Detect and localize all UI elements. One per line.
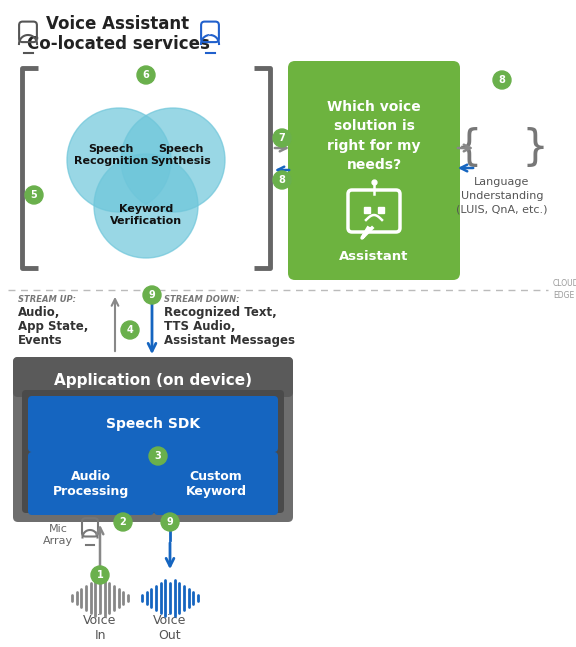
Circle shape — [149, 447, 167, 465]
Circle shape — [273, 129, 291, 147]
Circle shape — [121, 321, 139, 339]
FancyBboxPatch shape — [28, 452, 154, 515]
Text: {   }: { } — [456, 127, 548, 169]
Text: 7: 7 — [279, 133, 285, 143]
Text: 1: 1 — [97, 570, 103, 580]
Text: Mic
Array: Mic Array — [43, 524, 73, 546]
Text: Audio,: Audio, — [18, 306, 60, 319]
FancyBboxPatch shape — [22, 390, 284, 513]
Text: Voice Assistant: Voice Assistant — [47, 15, 190, 33]
Text: Which voice
solution is
right for my
needs?: Which voice solution is right for my nee… — [327, 100, 421, 172]
FancyBboxPatch shape — [13, 357, 293, 397]
Circle shape — [143, 286, 161, 304]
Text: CLOUD: CLOUD — [553, 280, 576, 289]
Circle shape — [91, 566, 109, 584]
Text: Speech SDK: Speech SDK — [106, 417, 200, 431]
FancyBboxPatch shape — [28, 396, 278, 452]
Text: Voice
In: Voice In — [84, 614, 117, 642]
Text: STREAM DOWN:: STREAM DOWN: — [164, 295, 240, 304]
FancyBboxPatch shape — [154, 452, 278, 515]
FancyBboxPatch shape — [288, 61, 460, 280]
Text: Voice
Out: Voice Out — [153, 614, 187, 642]
Circle shape — [121, 108, 225, 212]
Text: Application (on device): Application (on device) — [54, 373, 252, 388]
Polygon shape — [362, 228, 372, 238]
Text: Recognized Text,: Recognized Text, — [164, 306, 276, 319]
Text: 9: 9 — [166, 517, 173, 527]
Text: TTS Audio,: TTS Audio, — [164, 320, 236, 333]
Text: App State,: App State, — [18, 320, 88, 333]
Text: Audio
Processing: Audio Processing — [53, 470, 129, 498]
Circle shape — [25, 186, 43, 204]
Text: Speech
Synthesis: Speech Synthesis — [151, 144, 211, 166]
Circle shape — [94, 154, 198, 258]
Text: 3: 3 — [154, 451, 161, 461]
Text: Assistant Messages: Assistant Messages — [164, 334, 295, 347]
Circle shape — [114, 513, 132, 531]
FancyBboxPatch shape — [13, 357, 293, 522]
Text: 9: 9 — [149, 290, 156, 300]
Text: Assistant: Assistant — [339, 250, 409, 263]
Text: STREAM UP:: STREAM UP: — [18, 295, 76, 304]
Text: Speech
Recognition: Speech Recognition — [74, 144, 148, 166]
Circle shape — [67, 108, 171, 212]
Text: Custom
Keyword: Custom Keyword — [185, 470, 247, 498]
Circle shape — [273, 171, 291, 189]
Text: 8: 8 — [499, 75, 505, 85]
FancyBboxPatch shape — [348, 190, 400, 232]
Text: 8: 8 — [279, 175, 286, 185]
Text: 5: 5 — [31, 190, 37, 200]
Text: 4: 4 — [127, 325, 134, 335]
Text: 6: 6 — [143, 70, 149, 80]
Text: EDGE: EDGE — [553, 292, 574, 300]
Text: Co-located services: Co-located services — [26, 35, 210, 53]
Text: Language
Understanding
(LUIS, QnA, etc.): Language Understanding (LUIS, QnA, etc.) — [456, 177, 548, 215]
Text: Keyword
Verification: Keyword Verification — [110, 204, 182, 226]
Circle shape — [493, 71, 511, 89]
Text: 2: 2 — [120, 517, 126, 527]
Text: ⚡: ⚡ — [207, 28, 214, 38]
Circle shape — [161, 513, 179, 531]
Circle shape — [137, 66, 155, 84]
Text: Events: Events — [18, 334, 63, 347]
